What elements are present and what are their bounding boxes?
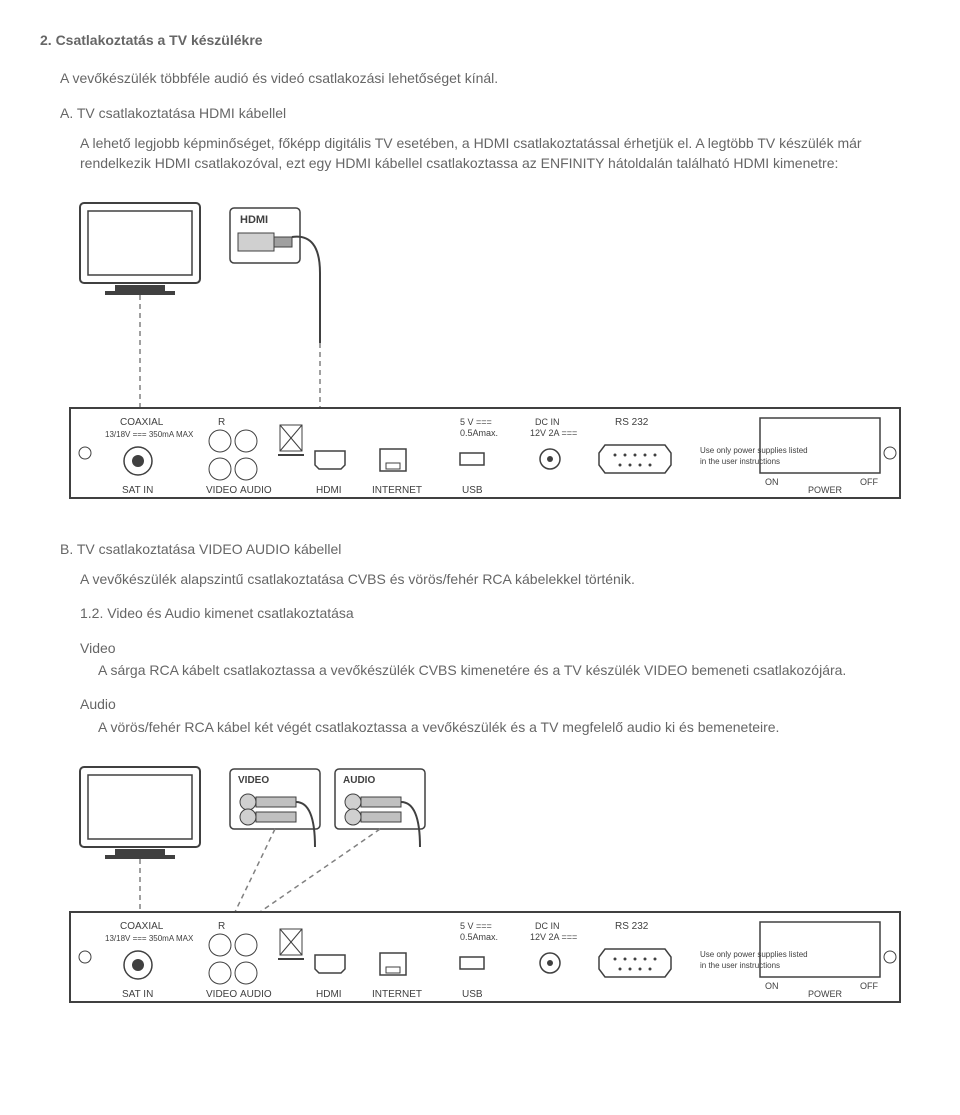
svg-text:AUDIO: AUDIO [240,989,272,1000]
svg-text:Use only power supplies listed: Use only power supplies listed [700,446,808,455]
svg-text:USB: USB [462,485,483,496]
section-a-heading: A. TV csatlakoztatása HDMI kábellel [60,103,920,123]
svg-text:in the user instructions: in the user instructions [700,961,780,970]
section-b-heading: B. TV csatlakoztatása VIDEO AUDIO kábell… [60,539,920,559]
svg-text:SAT IN: SAT IN [122,989,153,1000]
audio-label: Audio [80,694,920,714]
svg-text:5 V ===: 5 V === [460,417,492,427]
section-b-body: A vevőkészülék alapszintű csatlakoztatás… [80,569,920,589]
svg-text:POWER: POWER [808,485,843,495]
svg-text:12V 2A ===: 12V 2A === [530,428,577,438]
intro-paragraph: A vevőkészülék többféle audió és videó c… [60,68,920,88]
diagram-video-audio: VIDEO AUDIO COAXIAL 13/18V === 350mA MAX… [60,757,920,1012]
svg-text:5 V ===: 5 V === [460,921,492,931]
svg-text:VIDEO: VIDEO [206,485,237,496]
svg-text:COAXIAL: COAXIAL [120,921,164,932]
svg-text:OFF: OFF [860,981,878,991]
svg-text:RS 232: RS 232 [615,921,649,932]
hdmi-connector-icon: HDMI [230,208,320,343]
svg-text:DC IN: DC IN [535,417,560,427]
svg-text:AUDIO: AUDIO [240,485,272,496]
tv-icon [80,767,200,859]
svg-text:COAXIAL: COAXIAL [120,417,164,428]
svg-text:ON: ON [765,981,779,991]
svg-text:RS 232: RS 232 [615,417,649,428]
video-body: A sárga RCA kábelt csatlakoztassa a vevő… [98,660,920,680]
svg-text:INTERNET: INTERNET [372,989,422,1000]
svg-text:HDMI: HDMI [316,989,342,1000]
svg-text:INTERNET: INTERNET [372,485,422,496]
section-title: 2. Csatlakoztatás a TV készülékre [40,30,920,50]
tv-icon [80,203,200,295]
svg-text:in the user instructions: in the user instructions [700,457,780,466]
svg-text:VIDEO: VIDEO [206,989,237,1000]
svg-text:ON: ON [765,477,779,487]
svg-text:OFF: OFF [860,477,878,487]
svg-text:12V 2A ===: 12V 2A === [530,932,577,942]
svg-text:R: R [218,921,225,932]
receiver-back-panel: COAXIAL 13/18V === 350mA MAX SAT IN R VI… [70,408,900,498]
audio-body: A vörös/fehér RCA kábel két végét csatla… [98,717,920,737]
diagram-hdmi: HDMI COAXIAL 13/18V === 350mA MAX SAT IN… [60,193,920,508]
section-b-step: 1.2. Video és Audio kimenet csatlakoztat… [80,603,920,623]
svg-text:SAT IN: SAT IN [122,485,153,496]
svg-text:VIDEO: VIDEO [238,775,269,786]
svg-text:DC IN: DC IN [535,921,560,931]
svg-text:0.5Amax.: 0.5Amax. [460,428,498,438]
svg-text:0.5Amax.: 0.5Amax. [460,932,498,942]
hdmi-label: HDMI [240,214,268,226]
weee-icon [278,425,304,455]
video-label: Video [80,638,920,658]
svg-text:13/18V === 350mA MAX: 13/18V === 350mA MAX [105,430,194,439]
svg-text:R: R [218,417,225,428]
audio-connector-icon: AUDIO [335,769,425,847]
svg-text:AUDIO: AUDIO [343,775,375,786]
svg-text:13/18V === 350mA MAX: 13/18V === 350mA MAX [105,934,194,943]
svg-text:Use only power supplies listed: Use only power supplies listed [700,950,808,959]
video-connector-icon: VIDEO [230,769,320,847]
section-a-body: A lehető legjobb képminőséget, főképp di… [80,133,920,174]
svg-text:POWER: POWER [808,989,843,999]
receiver-back-panel: COAXIAL 13/18V === 350mA MAX SAT IN R VI… [70,912,900,1002]
svg-text:USB: USB [462,989,483,1000]
svg-text:HDMI: HDMI [316,485,342,496]
